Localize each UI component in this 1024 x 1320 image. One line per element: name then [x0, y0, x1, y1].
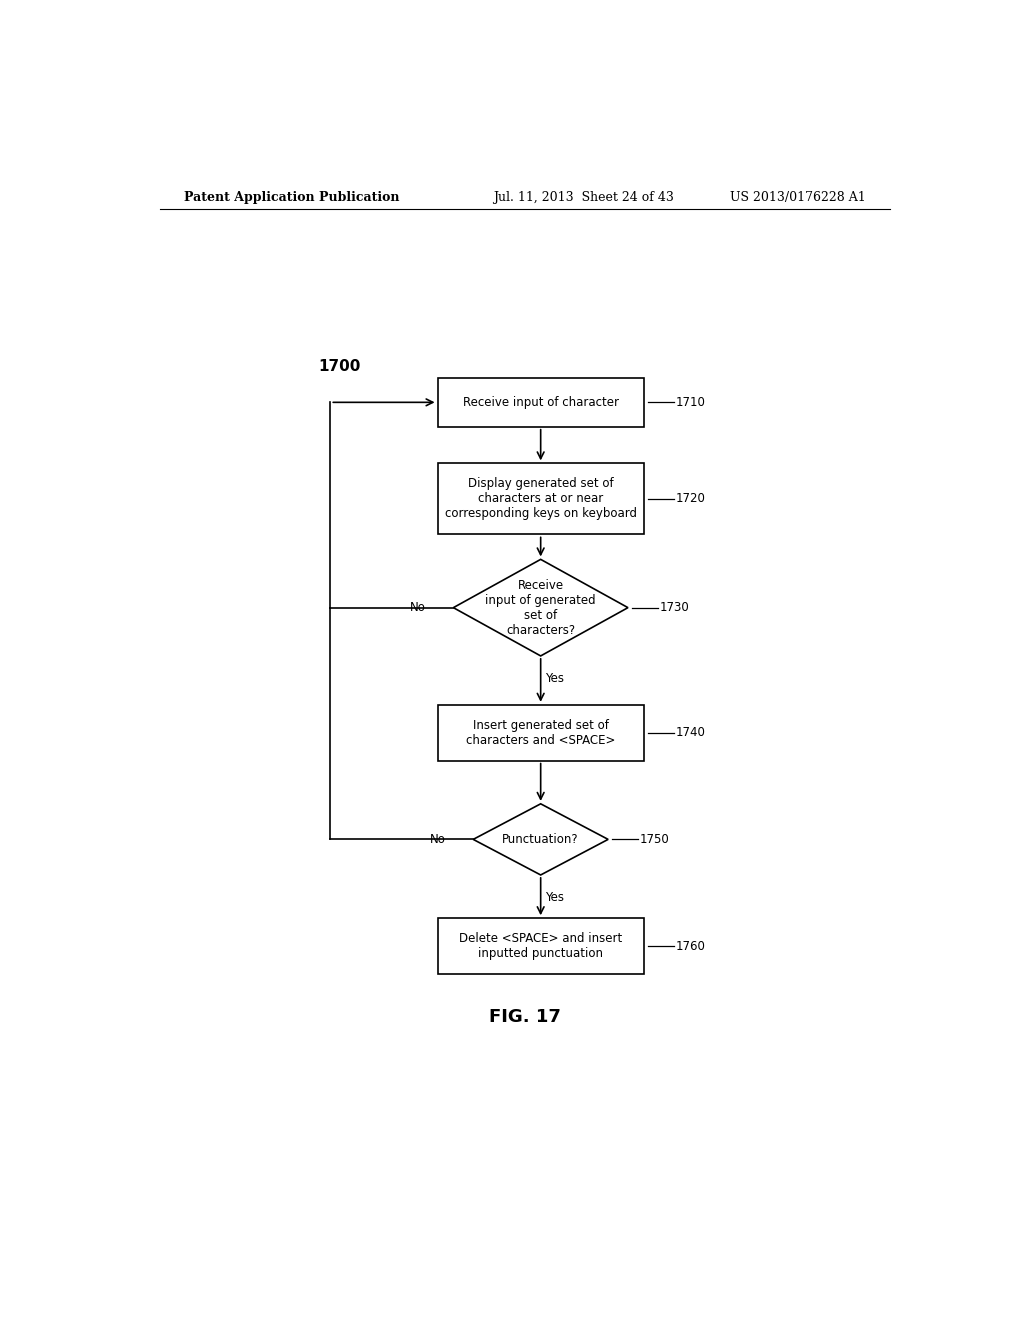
Text: 1750: 1750: [640, 833, 670, 846]
Text: No: No: [429, 833, 445, 846]
Text: Yes: Yes: [546, 672, 564, 685]
FancyBboxPatch shape: [437, 378, 644, 426]
Text: No: No: [410, 601, 426, 614]
Text: Delete <SPACE> and insert
inputted punctuation: Delete <SPACE> and insert inputted punct…: [459, 932, 623, 960]
FancyBboxPatch shape: [437, 463, 644, 535]
Text: 1760: 1760: [676, 940, 706, 953]
Polygon shape: [473, 804, 608, 875]
Text: 1740: 1740: [676, 726, 706, 739]
Text: Display generated set of
characters at or near
corresponding keys on keyboard: Display generated set of characters at o…: [444, 478, 637, 520]
Text: Punctuation?: Punctuation?: [503, 833, 579, 846]
Text: Insert generated set of
characters and <SPACE>: Insert generated set of characters and <…: [466, 718, 615, 747]
Text: US 2013/0176228 A1: US 2013/0176228 A1: [730, 190, 866, 203]
FancyBboxPatch shape: [437, 919, 644, 974]
Text: 1700: 1700: [318, 359, 360, 375]
Text: Receive input of character: Receive input of character: [463, 396, 618, 409]
Text: Receive
input of generated
set of
characters?: Receive input of generated set of charac…: [485, 578, 596, 636]
Text: 1730: 1730: [659, 601, 689, 614]
Text: 1710: 1710: [676, 396, 706, 409]
Text: Patent Application Publication: Patent Application Publication: [183, 190, 399, 203]
Text: Yes: Yes: [546, 891, 564, 904]
Text: Jul. 11, 2013  Sheet 24 of 43: Jul. 11, 2013 Sheet 24 of 43: [494, 190, 674, 203]
Text: 1720: 1720: [676, 492, 706, 506]
Polygon shape: [454, 560, 628, 656]
Text: FIG. 17: FIG. 17: [488, 1008, 561, 1026]
FancyBboxPatch shape: [437, 705, 644, 760]
